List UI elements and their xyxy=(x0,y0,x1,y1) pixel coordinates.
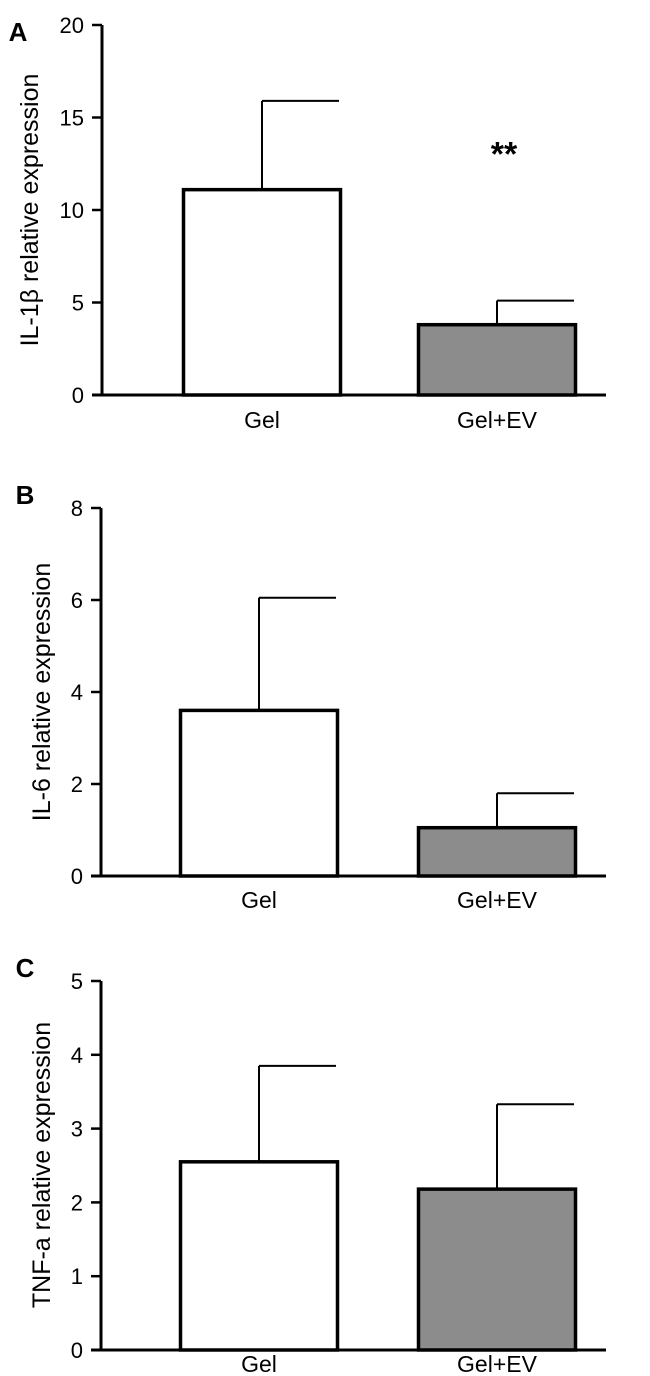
panel-1-category-label-2: Gel+EV xyxy=(457,407,538,433)
panel-3-category-label-2: Gel+EV xyxy=(457,1351,538,1376)
panel-3-y-tick-label-1: 1 xyxy=(71,1264,83,1289)
panel-3-y-tick-label-5: 5 xyxy=(71,969,83,994)
panel-1-y-tick-label-4: 20 xyxy=(60,13,84,38)
panel-1-y-tick-label-0: 0 xyxy=(72,383,84,408)
panel-2-y-tick-label-2: 4 xyxy=(71,680,83,705)
panel-3-y-tick-label-4: 4 xyxy=(71,1043,83,1068)
chart-panel-3: C TNF-a relative expression 0 1 2 3 4 5 Gel Gel+E… xyxy=(16,953,606,1376)
panel-1-bar-gel-ev xyxy=(416,322,578,397)
panel-2-category-label-1: Gel xyxy=(241,887,277,913)
panel-1-category-label-1: Gel xyxy=(244,407,280,433)
panel-2-bar-gel xyxy=(178,708,340,878)
panel-1-y-tick-label-3: 15 xyxy=(60,106,84,131)
panel-3-y-axis-title: TNF-a relative expression xyxy=(28,1022,56,1308)
panel-2-y-tick-label-3: 6 xyxy=(71,588,83,613)
panel-3-category-label-1: Gel xyxy=(241,1351,277,1376)
panel-1-y-axis-title: IL-1β relative expression xyxy=(16,74,44,347)
panel-2-category-label-2: Gel+EV xyxy=(457,887,538,913)
panel-3-y-tick-label-2: 2 xyxy=(71,1190,83,1215)
panel-1-significance-annotation: ** xyxy=(491,136,518,174)
panel-2-bar-gel-ev xyxy=(416,825,578,878)
panel-3-y-tick-label-0: 0 xyxy=(71,1338,83,1363)
panel-1-y-tick-label-2: 10 xyxy=(60,198,84,223)
panel-1-bar-gel xyxy=(181,187,343,397)
panel-2-y-tick-label-1: 2 xyxy=(71,772,83,797)
panel-2-letter: B xyxy=(16,480,35,510)
panel-1-y-tick-label-1: 5 xyxy=(72,291,84,316)
panel-2-y-tick-label-0: 0 xyxy=(71,864,83,889)
panel-2-y-tick-label-4: 8 xyxy=(71,496,83,521)
panel-3-y-tick-label-3: 3 xyxy=(71,1117,83,1142)
panel-1-letter: A xyxy=(9,17,28,47)
chart-panel-1: A IL-1β relative expression 0 5 10 15 20 Gel Gel… xyxy=(9,13,606,433)
panel-3-letter: C xyxy=(16,953,35,983)
panel-2-y-axis-title: IL-6 relative expression xyxy=(28,563,56,821)
panel-3-bar-gel xyxy=(178,1160,340,1352)
chart-panel-2: B IL-6 relative expression 0 2 4 6 8 Gel Gel+EV xyxy=(16,480,606,913)
panel-3-bar-gel-ev xyxy=(416,1187,578,1352)
